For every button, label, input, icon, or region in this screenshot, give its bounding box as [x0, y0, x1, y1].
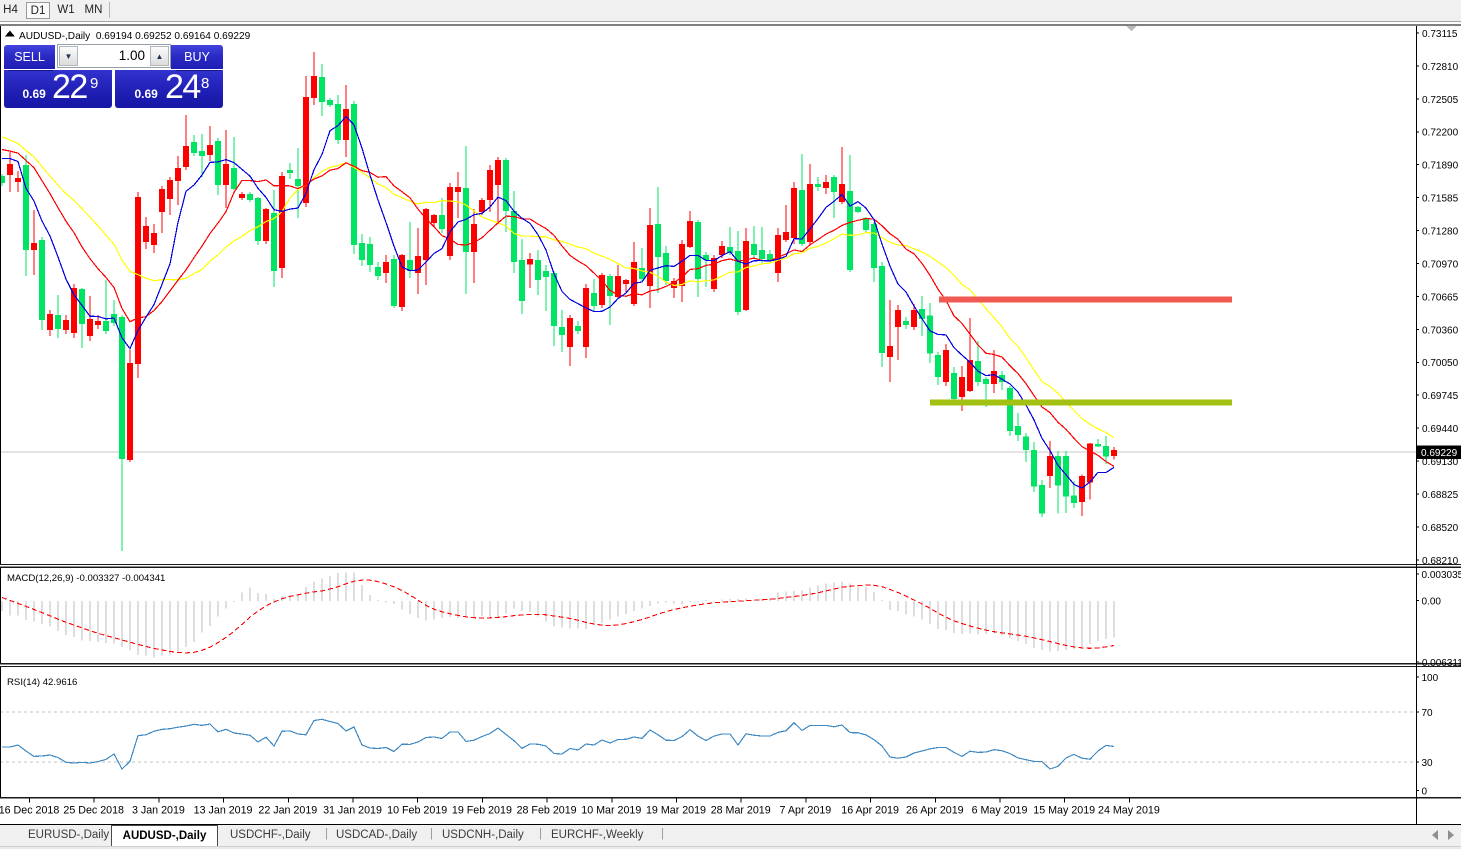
svg-text:0.00: 0.00	[1422, 597, 1442, 608]
svg-text:0.70360: 0.70360	[1422, 325, 1459, 336]
svg-text:7 Apr 2019: 7 Apr 2019	[780, 805, 832, 817]
svg-text:0: 0	[1422, 786, 1428, 797]
svg-text:70: 70	[1422, 708, 1434, 719]
svg-text:0.73115: 0.73115	[1422, 29, 1458, 40]
svg-text:0.68520: 0.68520	[1422, 523, 1459, 534]
svg-text:15 May 2019: 15 May 2019	[1033, 805, 1095, 817]
svg-text:28 Feb 2019: 28 Feb 2019	[517, 805, 577, 817]
svg-text:16 Dec 2018: 16 Dec 2018	[0, 805, 59, 817]
svg-text:28 Mar 2019: 28 Mar 2019	[711, 805, 771, 817]
svg-text:0.70970: 0.70970	[1422, 259, 1459, 270]
svg-text:0.72810: 0.72810	[1422, 62, 1459, 73]
svg-text:19 Mar 2019: 19 Mar 2019	[646, 805, 706, 817]
svg-text:22 Jan 2019: 22 Jan 2019	[258, 805, 317, 817]
svg-text:6 May 2019: 6 May 2019	[972, 805, 1028, 817]
svg-text:0.68210: 0.68210	[1422, 556, 1459, 567]
svg-text:10 Mar 2019: 10 Mar 2019	[581, 805, 641, 817]
svg-text:19 Feb 2019: 19 Feb 2019	[452, 805, 512, 817]
svg-text:RSI(14) 42.9616: RSI(14) 42.9616	[7, 677, 77, 688]
svg-text:0.70665: 0.70665	[1422, 292, 1459, 303]
svg-text:24 May 2019: 24 May 2019	[1098, 805, 1160, 817]
svg-text:30: 30	[1422, 758, 1434, 769]
svg-text:0.72200: 0.72200	[1422, 128, 1459, 139]
svg-text:AUDUSD-,Daily 0.69194 0.69252: AUDUSD-,Daily 0.69194 0.69252 0.69164 0.…	[19, 31, 251, 42]
svg-text:0.003035: 0.003035	[1422, 570, 1461, 581]
svg-text:16 Apr 2019: 16 Apr 2019	[841, 805, 899, 817]
svg-text:0.71280: 0.71280	[1422, 227, 1459, 238]
svg-text:MACD(12,26,9) -0.003327 -0.004: MACD(12,26,9) -0.003327 -0.004341	[7, 573, 165, 584]
svg-text:31 Jan 2019: 31 Jan 2019	[323, 805, 382, 817]
svg-text:0.72505: 0.72505	[1422, 95, 1459, 106]
svg-text:0.71585: 0.71585	[1422, 194, 1459, 205]
svg-text:0.70050: 0.70050	[1422, 358, 1459, 369]
svg-text:0.68825: 0.68825	[1422, 490, 1459, 501]
svg-text:0.71890: 0.71890	[1422, 161, 1459, 172]
svg-text:0.69440: 0.69440	[1422, 424, 1459, 435]
svg-text:0.69130: 0.69130	[1422, 457, 1459, 468]
svg-text:0.69229: 0.69229	[1421, 448, 1458, 459]
svg-text:-0.006311: -0.006311	[1419, 658, 1461, 669]
svg-text:0.69745: 0.69745	[1422, 391, 1459, 402]
svg-text:10 Feb 2019: 10 Feb 2019	[387, 805, 447, 817]
svg-text:3 Jan 2019: 3 Jan 2019	[132, 805, 185, 817]
svg-text:100: 100	[1422, 673, 1439, 684]
svg-text:13 Jan 2019: 13 Jan 2019	[194, 805, 253, 817]
svg-text:25 Dec 2018: 25 Dec 2018	[63, 805, 124, 817]
svg-text:26 Apr 2019: 26 Apr 2019	[906, 805, 964, 817]
